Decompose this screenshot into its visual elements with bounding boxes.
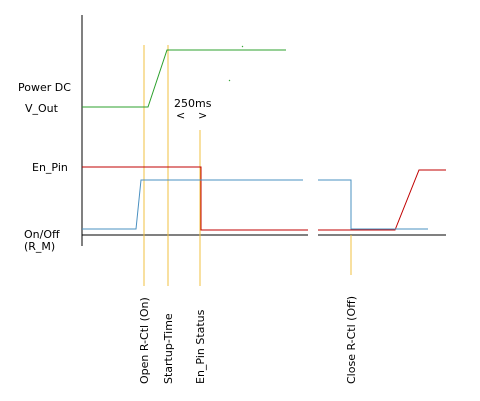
tick <box>228 79 231 82</box>
marker-label: Open R-Ctl (On) <box>138 297 151 384</box>
en-pin-signal <box>82 166 308 231</box>
signal-label: V_Out <box>25 102 59 115</box>
signal-label: On/Off <box>24 228 60 241</box>
v-out-signal <box>82 49 286 108</box>
interval-arrow: > <box>198 109 207 122</box>
marker-label: Close R-Ctl (Off) <box>345 296 358 384</box>
interval-arrow: < <box>176 109 185 122</box>
marker-label: En_Pin Status <box>194 309 207 384</box>
signal-label: Power DC <box>18 81 71 94</box>
on-off-signal <box>82 179 303 230</box>
signal-label: En_Pin <box>32 161 68 174</box>
signal-label: (R_M) <box>24 240 55 253</box>
tick <box>241 45 244 48</box>
on-off-signal <box>318 179 428 230</box>
marker-lines <box>143 45 352 286</box>
marker-label: Startup-Time <box>162 313 175 384</box>
en-pin-signal <box>318 169 446 231</box>
interval-label: 250ms <box>174 97 212 110</box>
